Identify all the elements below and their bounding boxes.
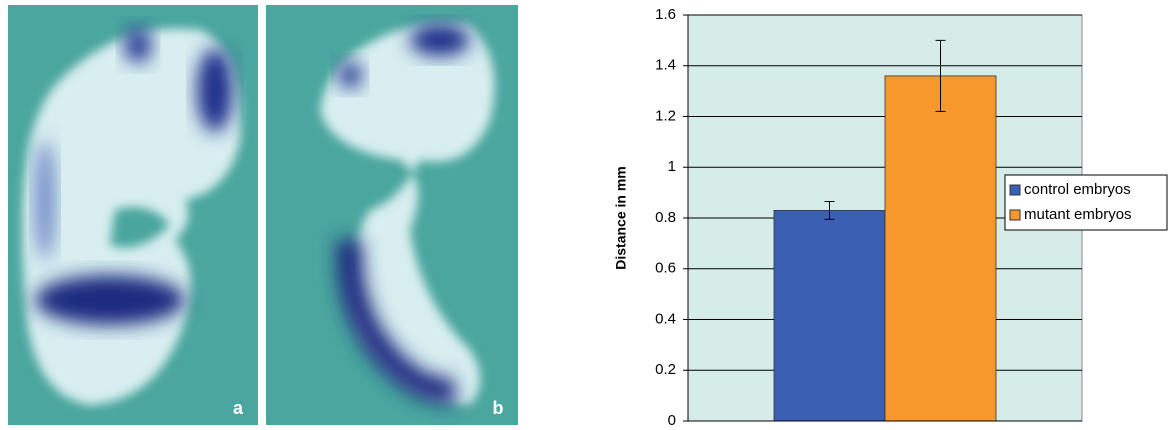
figure: a b Distance in mm 0 0.2 0.4 0.6 0.8 1 1.2 1.4 1… <box>0 0 1168 430</box>
panel-label: b <box>493 398 504 418</box>
y-axis-label: Distance in mm <box>613 166 629 269</box>
y-tick-label: 1.4 <box>655 57 676 74</box>
panel-label: a <box>233 398 244 418</box>
y-tick-label: 1 <box>668 158 676 175</box>
legend-swatch <box>1010 210 1020 220</box>
bar <box>885 76 996 421</box>
embryo-photo-a: a <box>8 5 258 425</box>
legend-label: mutant embryos <box>1024 206 1132 223</box>
y-tick-label: 0.8 <box>655 209 676 226</box>
legend-label: control embryos <box>1024 181 1131 198</box>
y-tick-label: 0.2 <box>655 361 676 378</box>
bar <box>774 210 885 421</box>
y-tick-label: 0.4 <box>655 310 676 327</box>
y-tick-label: 1.2 <box>655 107 676 124</box>
embryo-photo-b: b <box>266 5 518 425</box>
y-tick-label: 1.6 <box>655 6 676 23</box>
y-tick-label: 0.6 <box>655 260 676 277</box>
legend-swatch <box>1010 185 1020 195</box>
y-tick-label: 0 <box>668 412 676 429</box>
